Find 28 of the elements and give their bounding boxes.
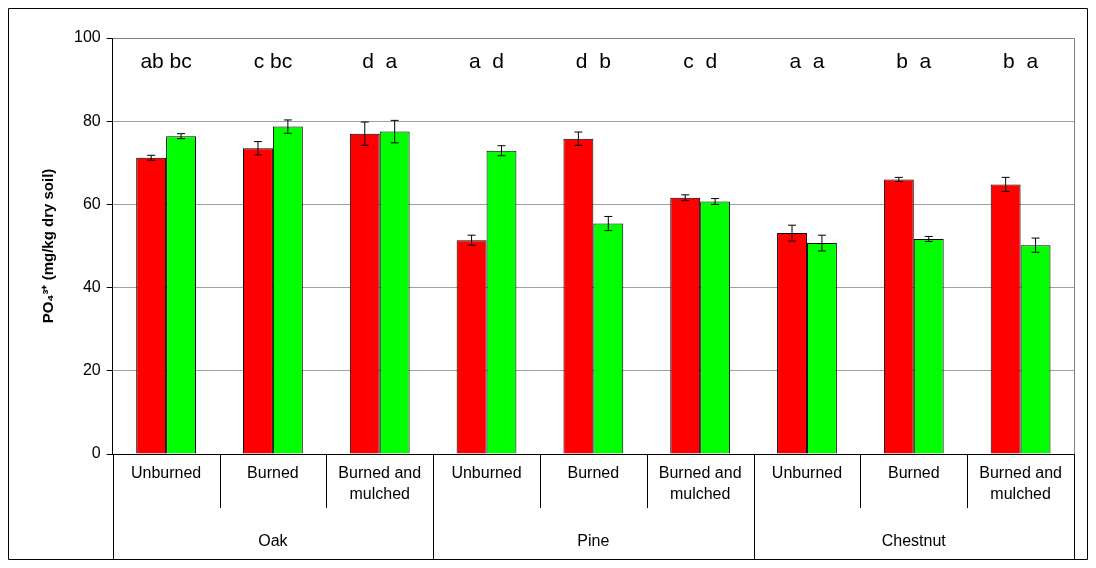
x-tick-label: Burned and mulched <box>338 464 422 503</box>
x-tick-label: Burned <box>887 464 940 482</box>
annotation: d a <box>362 48 398 72</box>
x-tick-label: Burned and mulched <box>979 464 1062 503</box>
annotation: c bc <box>253 48 293 72</box>
text: Pine <box>577 532 610 550</box>
x-tick-label: Unburned <box>771 464 843 482</box>
text: Oak <box>258 532 289 550</box>
text: Chestnut <box>881 532 947 550</box>
y-tick-label: 60 <box>82 194 101 212</box>
annotation: ab bc <box>140 48 192 72</box>
annotation: a d <box>469 48 505 72</box>
x-tick-label: Unburned <box>451 464 522 482</box>
annotation: b a <box>1003 48 1039 72</box>
annotation: a a <box>789 48 825 72</box>
y-axis-title: PO₄³⁺ (mg/kg dry soil) <box>39 168 57 324</box>
x-tick-label: Burned <box>567 464 620 482</box>
y-tick-label: 100 <box>73 28 101 46</box>
y-tick-label: 0 <box>91 444 101 462</box>
annotation: d b <box>575 48 611 72</box>
y-tick-label: 80 <box>82 111 101 129</box>
x-tick-label: Unburned <box>130 464 202 482</box>
y-tick-label: 20 <box>82 361 101 379</box>
x-tick-label: Burned and mulched <box>658 464 742 503</box>
annotation: b a <box>896 48 932 72</box>
x-tick-label: Burned <box>247 464 299 482</box>
annotation: c d <box>683 48 718 72</box>
y-tick-label: 40 <box>82 278 101 296</box>
